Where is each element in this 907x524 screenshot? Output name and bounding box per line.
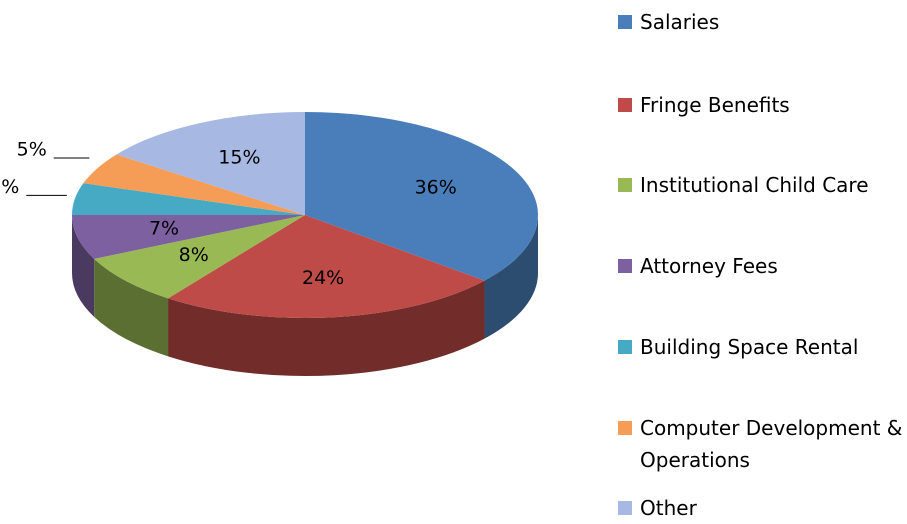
legend-item: Salaries <box>618 6 903 38</box>
legend-item: Institutional Child Care <box>618 169 903 201</box>
legend-item: Building Space Rental <box>618 331 903 363</box>
legend-swatch <box>618 340 632 354</box>
slice <box>72 215 305 259</box>
legend-label: Salaries <box>640 10 720 34</box>
legend-label: Attorney Fees <box>640 254 778 278</box>
slice-side <box>484 215 538 339</box>
data-label: 24% <box>302 267 344 289</box>
legend-label: Computer Development & Operations <box>640 416 903 472</box>
legend-item: Fringe Benefits <box>618 89 903 121</box>
slice-side <box>168 280 485 376</box>
legend-swatch <box>618 259 632 273</box>
legend-item: Computer Development & Operations <box>618 412 903 476</box>
legend-label: Fringe Benefits <box>640 93 790 117</box>
legend-item: Attorney Fees <box>618 250 903 282</box>
slice-side <box>72 215 95 317</box>
data-label: 8% <box>179 244 209 266</box>
legend-label: Institutional Child Care <box>640 173 869 197</box>
data-label: 7% <box>149 217 179 239</box>
slice <box>83 154 305 215</box>
slice <box>305 112 538 281</box>
legend-swatch <box>618 421 632 435</box>
legend-item: Other <box>618 492 903 524</box>
data-label: 5% <box>17 138 47 160</box>
legend-label: Building Space Rental <box>640 335 859 359</box>
data-label: 36% <box>415 176 457 198</box>
legend-label: Other <box>640 496 697 520</box>
slice-side <box>94 258 169 357</box>
slice <box>116 111 305 215</box>
chart: 36% 24% 8%7% 5% 5% 15% <box>0 111 538 376</box>
legend-swatch <box>618 178 632 192</box>
legend-swatch <box>618 15 632 29</box>
slice <box>72 183 305 215</box>
slice <box>94 215 306 299</box>
data-label: 5% <box>0 176 19 198</box>
slice <box>168 215 485 318</box>
data-label: 15% <box>218 147 260 169</box>
legend-swatch <box>618 98 632 112</box>
legend-swatch <box>618 501 632 515</box>
